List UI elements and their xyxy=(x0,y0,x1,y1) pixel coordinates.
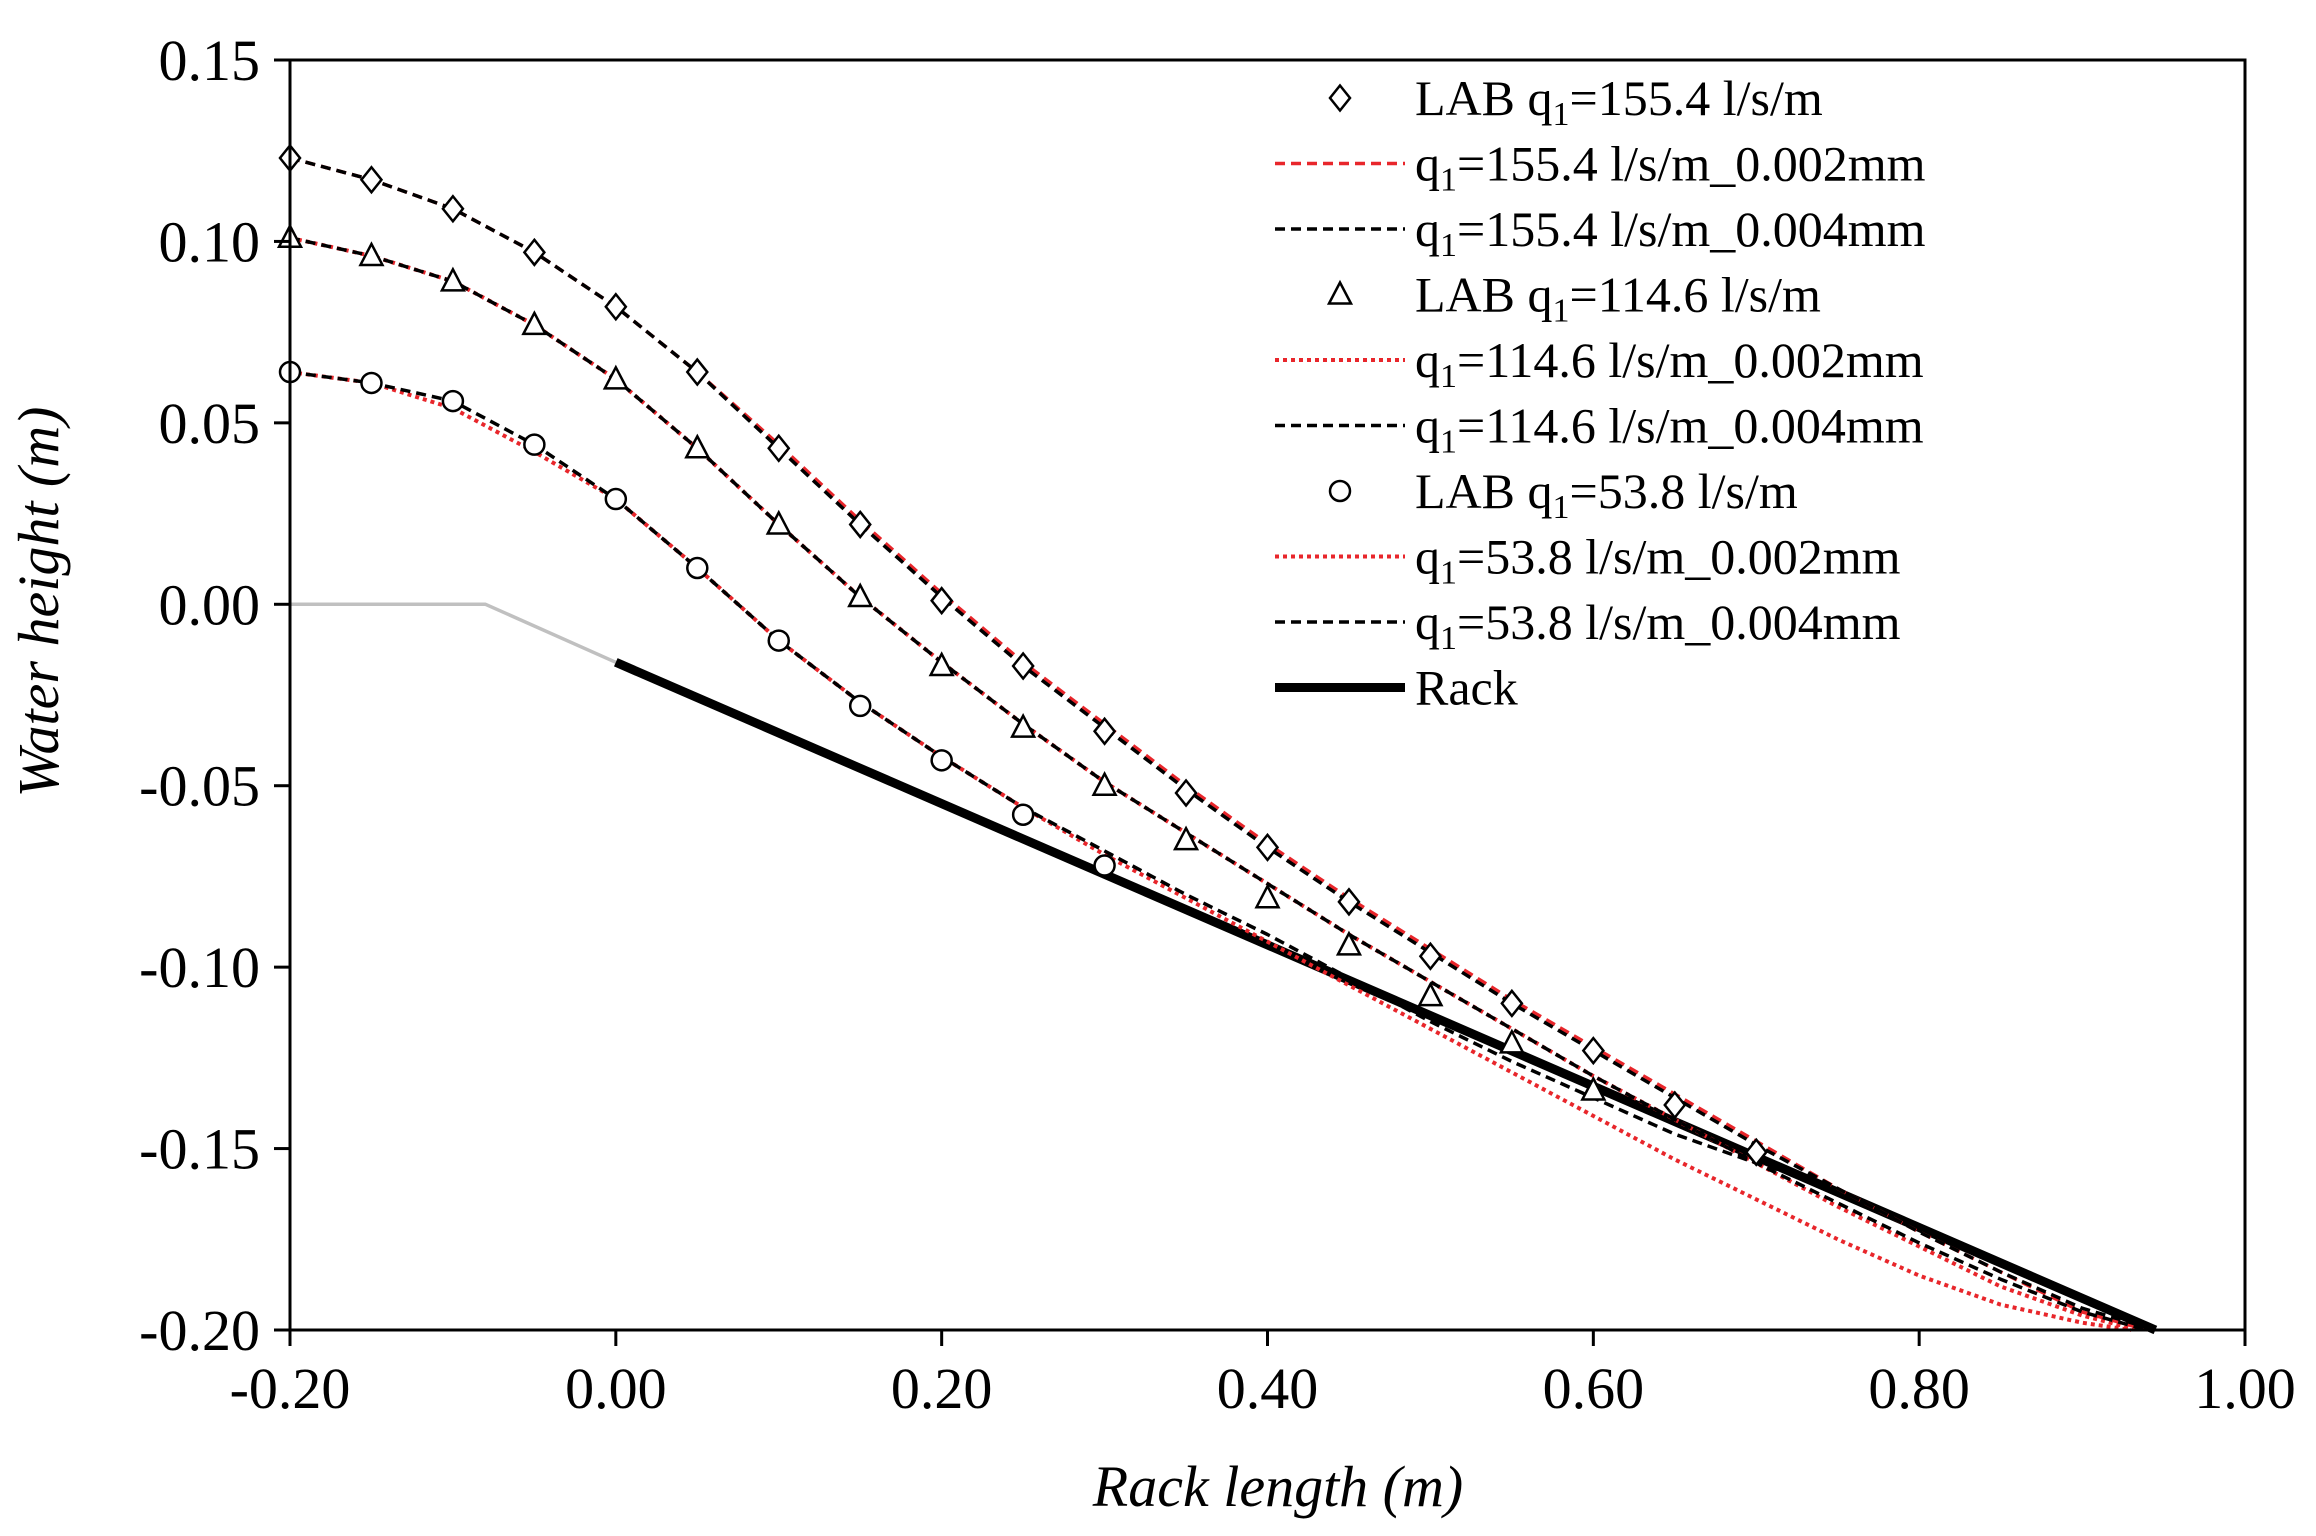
legend-marker xyxy=(1328,83,1352,113)
data-point xyxy=(358,241,385,267)
series-line-sim155b xyxy=(289,156,2156,1332)
legend-entry-sim53b: q1=53.8 l/s/m_0.004mm xyxy=(1275,594,1901,657)
data-point xyxy=(767,629,790,652)
data-point xyxy=(1418,941,1443,971)
legend-entry-sim53a: q1=53.8 l/s/m_0.002mm xyxy=(1275,529,1901,592)
data-point xyxy=(1663,1090,1687,1120)
data-point xyxy=(1011,651,1035,681)
data-point xyxy=(359,165,384,195)
legend-marker xyxy=(1328,479,1352,503)
data-point xyxy=(684,433,711,459)
data-point xyxy=(686,556,709,580)
data-point xyxy=(1092,716,1117,746)
data-point xyxy=(1010,712,1037,738)
data-point xyxy=(848,509,872,539)
legend: LAB q1=155.4 l/s/mq1=155.4 l/s/m_0.002mm… xyxy=(1275,70,1926,716)
data-point xyxy=(1498,1028,1525,1054)
y-tick-label: 0.10 xyxy=(159,209,261,274)
data-point xyxy=(523,433,546,456)
data-point xyxy=(1744,1137,1768,1167)
data-point xyxy=(1335,930,1363,956)
data-point xyxy=(441,194,465,224)
data-point xyxy=(928,651,955,677)
legend-label: q1=155.4 l/s/m_0.004mm xyxy=(1415,201,1926,264)
data-point xyxy=(1580,1075,1607,1101)
legend-marker xyxy=(1326,279,1354,305)
data-point xyxy=(521,310,548,336)
data-point xyxy=(1500,988,1524,1018)
series-markers-lab155 xyxy=(278,143,1768,1167)
legend-entry-rack: Rack xyxy=(1275,660,1518,716)
data-point xyxy=(604,292,628,322)
y-tick-label: -0.15 xyxy=(139,1117,260,1182)
legend-entry-lab53: LAB q1=53.8 l/s/m xyxy=(1328,463,1798,526)
x-tick-label: 0.60 xyxy=(1543,1356,1645,1421)
series-line-sim53a xyxy=(289,370,2132,1332)
legend-label: q1=53.8 l/s/m_0.004mm xyxy=(1415,594,1901,657)
legend-entry-lab155: LAB q1=155.4 l/s/m xyxy=(1328,70,1823,133)
y-tick-label: -0.10 xyxy=(139,935,260,1000)
data-point xyxy=(439,266,466,292)
y-tick-label: 0.05 xyxy=(159,391,261,456)
y-tick-label: -0.20 xyxy=(139,1298,260,1363)
x-tick-label: -0.20 xyxy=(230,1356,351,1421)
data-point xyxy=(1174,778,1198,808)
data-point xyxy=(1091,771,1118,796)
legend-label: q1=114.6 l/s/m_0.002mm xyxy=(1415,332,1924,395)
data-point xyxy=(360,371,383,395)
legend-label: q1=155.4 l/s/m_0.002mm xyxy=(1415,136,1926,199)
data-point xyxy=(522,237,546,267)
data-point xyxy=(441,389,465,413)
y-tick-label: 0.15 xyxy=(159,28,261,93)
legend-label: LAB q1=155.4 l/s/m xyxy=(1415,70,1823,133)
tick-labels: 0.15 0.10 0.05 0.00 -0.05 -0.10 -0.15 -0.20-0.2… xyxy=(139,28,2296,1421)
data-point xyxy=(1093,854,1116,877)
legend-label: LAB q1=114.6 l/s/m xyxy=(1415,267,1821,330)
legend-label: LAB q1=53.8 l/s/m xyxy=(1415,463,1798,526)
data-point xyxy=(1337,887,1361,917)
data-point xyxy=(602,364,629,390)
data-point xyxy=(1011,803,1035,826)
data-point xyxy=(1255,832,1280,862)
legend-label: q1=114.6 l/s/m_0.004mm xyxy=(1415,398,1924,461)
data-point xyxy=(848,694,872,718)
data-point xyxy=(930,586,954,616)
series-line-approach xyxy=(290,602,617,664)
x-tick-label: 0.00 xyxy=(565,1356,667,1421)
x-tick-label: 1.00 xyxy=(2194,1356,2296,1421)
axes xyxy=(274,58,2247,1346)
y-tick-label: 0.00 xyxy=(159,572,261,637)
legend-label: Rack xyxy=(1415,660,1518,716)
plot-area xyxy=(276,143,2158,1335)
legend-entry-lab114: LAB q1=114.6 l/s/m xyxy=(1326,267,1821,330)
data-point xyxy=(1172,825,1200,851)
y-tick-label: -0.05 xyxy=(139,754,260,819)
series-markers-lab114 xyxy=(276,223,1607,1101)
x-tick-label: 0.20 xyxy=(891,1356,993,1421)
x-tick-label: 0.40 xyxy=(1217,1356,1319,1421)
plot-frame xyxy=(288,58,2247,1332)
data-point xyxy=(930,749,953,772)
series-markers-lab53 xyxy=(278,360,1116,877)
legend-label: q1=53.8 l/s/m_0.002mm xyxy=(1415,529,1901,592)
data-point xyxy=(767,433,791,463)
series-line-sim53b xyxy=(289,370,1806,1180)
data-point xyxy=(604,487,628,511)
data-point xyxy=(1417,981,1444,1007)
series-line-rack xyxy=(614,658,2158,1335)
data-point xyxy=(685,357,709,387)
y-axis-title: Water height (m) xyxy=(6,407,71,798)
x-tick-label: 0.80 xyxy=(1868,1356,1970,1421)
data-point xyxy=(1254,883,1281,909)
x-axis-title: Rack length (m) xyxy=(1092,1454,1463,1519)
legend-entry-sim155b: q1=155.4 l/s/m_0.004mm xyxy=(1275,201,1926,264)
data-point xyxy=(847,582,874,608)
legend-entry-sim114b: q1=114.6 l/s/m_0.004mm xyxy=(1275,398,1924,461)
legend-entry-sim114a: q1=114.6 l/s/m_0.002mm xyxy=(1275,332,1924,395)
legend-entry-sim155a: q1=155.4 l/s/m_0.002mm xyxy=(1275,136,1926,199)
series-line-sim114b xyxy=(289,236,2148,1332)
data-point xyxy=(765,509,792,535)
data-point xyxy=(1581,1036,1605,1066)
